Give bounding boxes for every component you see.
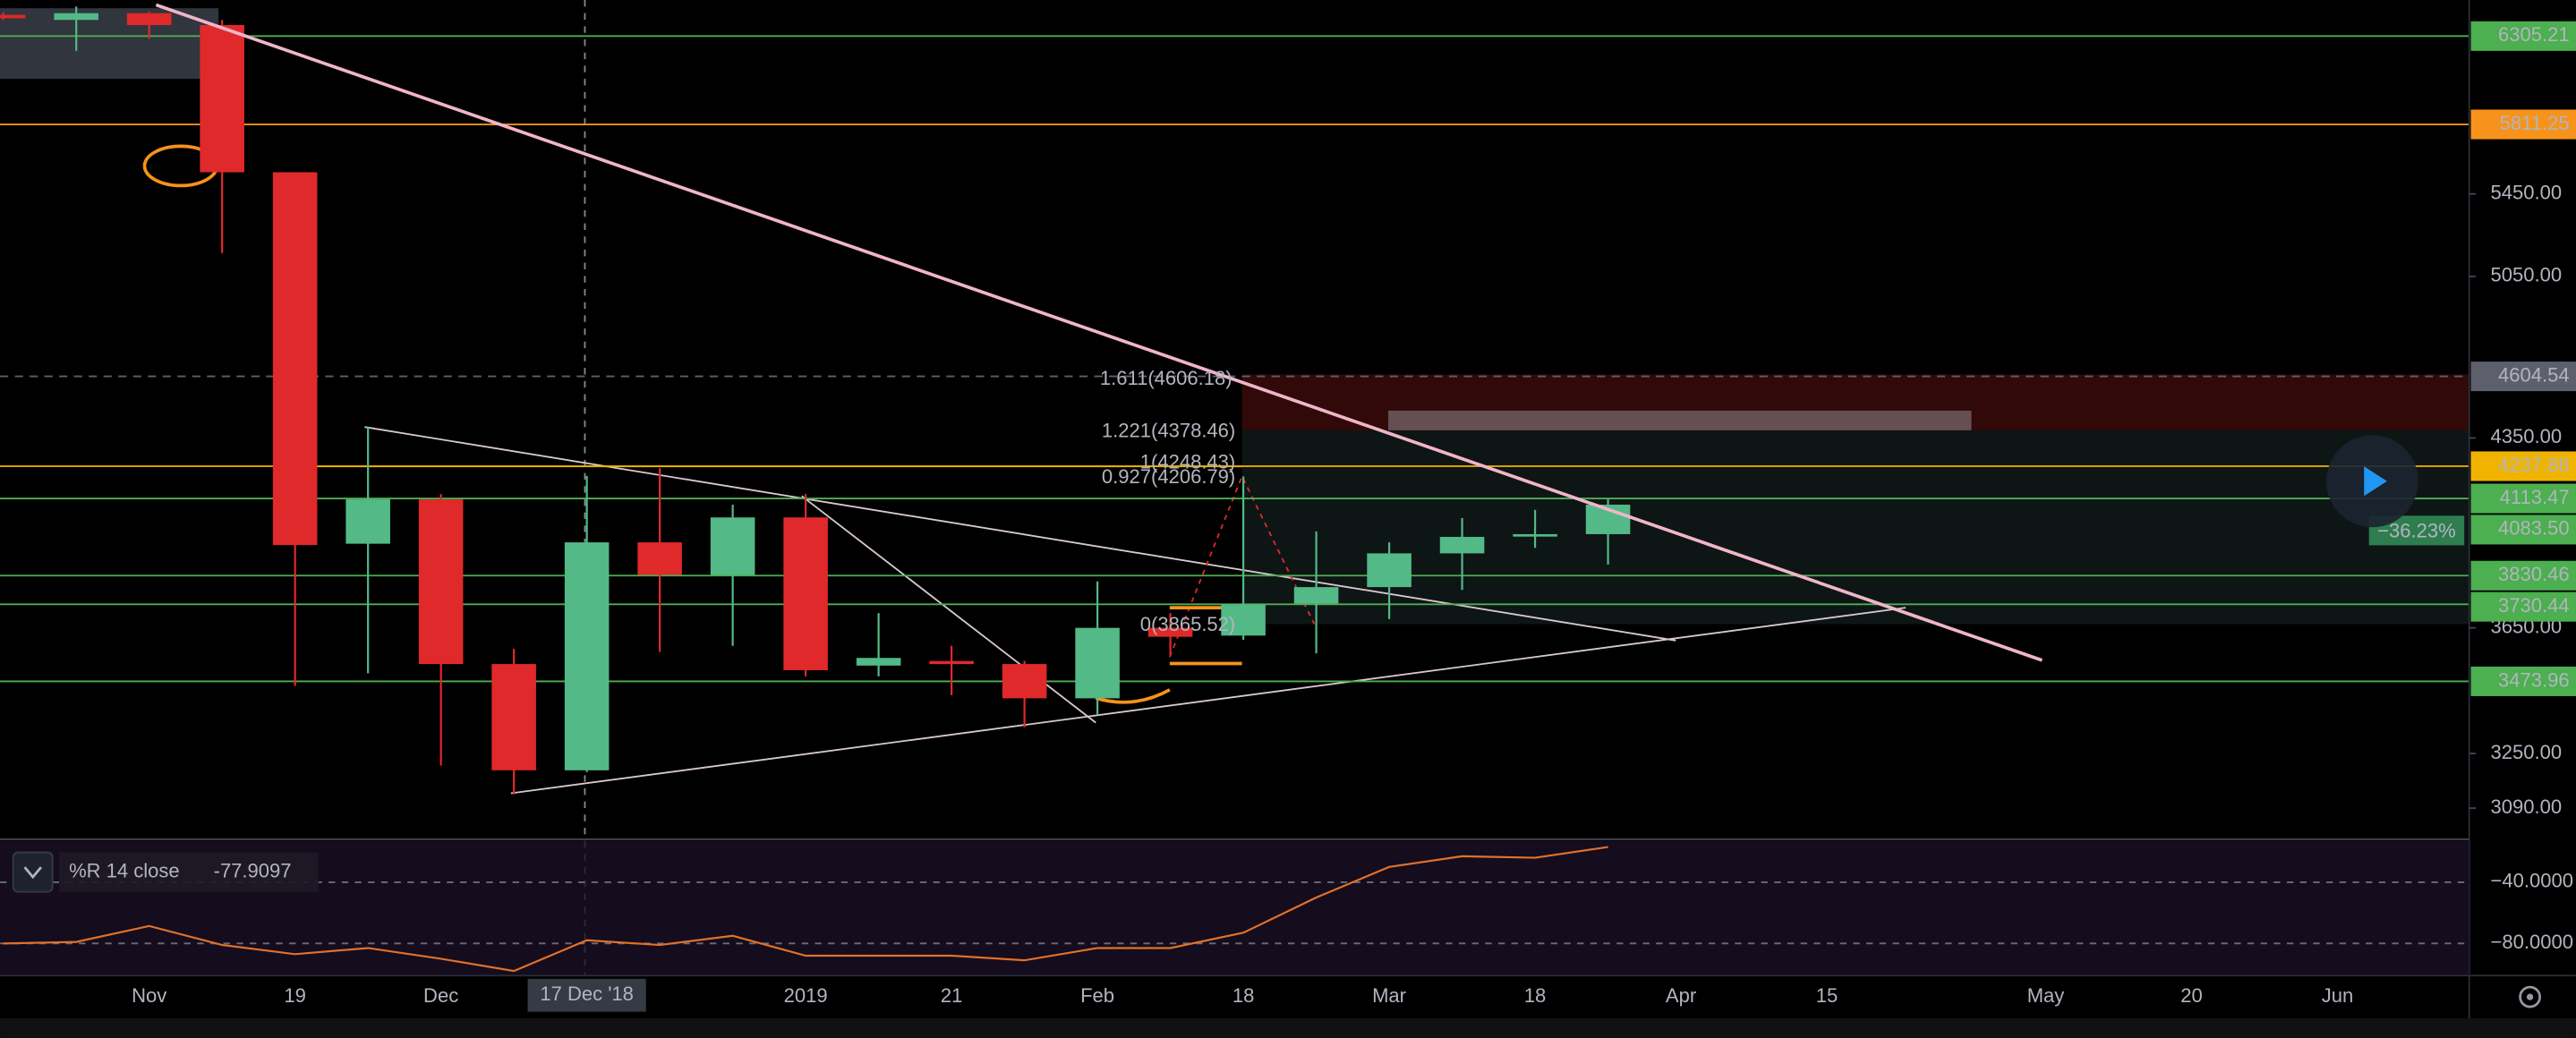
price-tag bbox=[2470, 591, 2576, 622]
candle-body bbox=[1002, 664, 1047, 699]
settings-button[interactable] bbox=[2519, 985, 2541, 1008]
y-tick-label: 4350.00 bbox=[2491, 425, 2563, 447]
candle-body bbox=[54, 13, 98, 21]
candle-body bbox=[272, 172, 318, 546]
y-tick-label: −80.0000 bbox=[2491, 931, 2573, 953]
x-tick-label: 18 bbox=[1233, 984, 1255, 1007]
y-tick-label: 5050.00 bbox=[2491, 264, 2563, 286]
x-tick-label: 20 bbox=[2180, 984, 2203, 1007]
candle-body bbox=[1147, 627, 1193, 637]
y-tick-label: 3250.00 bbox=[2491, 741, 2563, 763]
price-tag-label: 4083.50 bbox=[2498, 517, 2570, 540]
price-tag bbox=[2470, 666, 2576, 696]
highlight-box bbox=[0, 8, 219, 80]
fib-zone bbox=[1241, 430, 2469, 625]
indicator-title: %R 14 close bbox=[69, 859, 180, 881]
crosshair-date: 17 Dec '18 bbox=[540, 983, 634, 1005]
price-tag bbox=[2470, 451, 2576, 481]
price-tag-label: 4113.47 bbox=[2500, 486, 2570, 508]
gear-icon[interactable] bbox=[2526, 993, 2534, 1000]
price-tag-label: 4604.54 bbox=[2498, 363, 2570, 386]
candle-body bbox=[929, 660, 974, 665]
fib-label: 0.927(4206.79) bbox=[1102, 465, 1235, 488]
x-tick-label: 18 bbox=[1524, 984, 1547, 1007]
x-tick-label: Apr bbox=[1666, 984, 1696, 1007]
price-tag-label: 4237.88 bbox=[2498, 454, 2570, 476]
indicator-value: -77.9097 bbox=[214, 859, 292, 881]
indicator-line bbox=[3, 846, 1608, 973]
legend-box bbox=[59, 852, 320, 892]
crosshair-date-box bbox=[527, 978, 646, 1012]
candle-body bbox=[1367, 553, 1412, 588]
drawings-over bbox=[155, 3, 2043, 662]
fib-label: 1(4248.43) bbox=[1140, 450, 1236, 472]
x-tick-label: Nov bbox=[132, 984, 166, 1007]
candle-body bbox=[200, 24, 244, 173]
candle-body bbox=[637, 542, 682, 575]
y-tick-label: 3090.00 bbox=[2491, 796, 2563, 818]
fib-label: 1.221(4378.46) bbox=[1102, 420, 1235, 442]
x-tick-label: Jun bbox=[2322, 984, 2354, 1007]
highlight-box bbox=[1387, 410, 1972, 430]
indicator bbox=[0, 846, 2469, 973]
candle-body bbox=[1439, 536, 1485, 554]
price-tag-label: 3830.46 bbox=[2498, 563, 2570, 585]
gear-icon[interactable] bbox=[2519, 985, 2541, 1008]
trend-line bbox=[510, 607, 1906, 795]
price-tag-label: 3730.44 bbox=[2498, 594, 2570, 617]
y-tick-label: −40.0000 bbox=[2491, 870, 2573, 892]
candle-body bbox=[1075, 627, 1120, 699]
collapse-button[interactable] bbox=[12, 851, 54, 893]
price-tag bbox=[2470, 362, 2576, 392]
candle-body bbox=[0, 14, 26, 19]
collapse-icon[interactable] bbox=[23, 866, 42, 880]
x-tick-label: Dec bbox=[423, 984, 458, 1007]
x-tick-label: Feb bbox=[1080, 984, 1114, 1007]
candle-body bbox=[1513, 533, 1557, 537]
price-tag bbox=[2470, 515, 2576, 545]
fib-label: 0(3865.52) bbox=[1140, 613, 1236, 635]
candle-body bbox=[1293, 587, 1339, 604]
price-tag bbox=[2470, 21, 2576, 51]
trend-line bbox=[155, 3, 2043, 662]
price-tag-label: 3473.96 bbox=[2498, 668, 2570, 691]
x-tick-label: May bbox=[2027, 984, 2065, 1007]
candles bbox=[0, 6, 1631, 795]
y-tick-label: 5450.00 bbox=[2491, 181, 2563, 203]
indicator-pane bbox=[0, 840, 2469, 976]
price-tag-label: 5811.25 bbox=[2500, 112, 2570, 134]
x-tick-label: 15 bbox=[1816, 984, 1838, 1007]
play-button[interactable] bbox=[2326, 435, 2418, 528]
x-tick-label: 2019 bbox=[784, 984, 828, 1007]
drawings-under bbox=[0, 0, 2469, 976]
price-tag bbox=[2470, 560, 2576, 591]
candle-body bbox=[491, 664, 536, 770]
candle-body bbox=[564, 542, 610, 770]
x-tick-label: 21 bbox=[941, 984, 963, 1007]
candle-body bbox=[345, 499, 390, 544]
play-icon[interactable] bbox=[2364, 466, 2387, 497]
candle-body bbox=[783, 517, 828, 670]
x-tick-label: Mar bbox=[1372, 984, 1406, 1007]
highlight-mark bbox=[1095, 688, 1171, 704]
price-tag bbox=[2470, 109, 2576, 140]
bottom-bar bbox=[0, 1017, 2576, 1038]
fib-label: 1.611(4606.18) bbox=[1100, 367, 1233, 389]
trend-line bbox=[801, 495, 1096, 724]
price-tag-label: 6305.21 bbox=[2498, 23, 2570, 46]
candle-body bbox=[1221, 604, 1266, 636]
price-tag bbox=[2470, 483, 2576, 514]
x-tick-label: 19 bbox=[284, 984, 306, 1007]
candle-body bbox=[710, 517, 755, 575]
candle-body bbox=[856, 658, 901, 666]
candle-body bbox=[418, 499, 464, 665]
candle-body bbox=[126, 13, 172, 25]
